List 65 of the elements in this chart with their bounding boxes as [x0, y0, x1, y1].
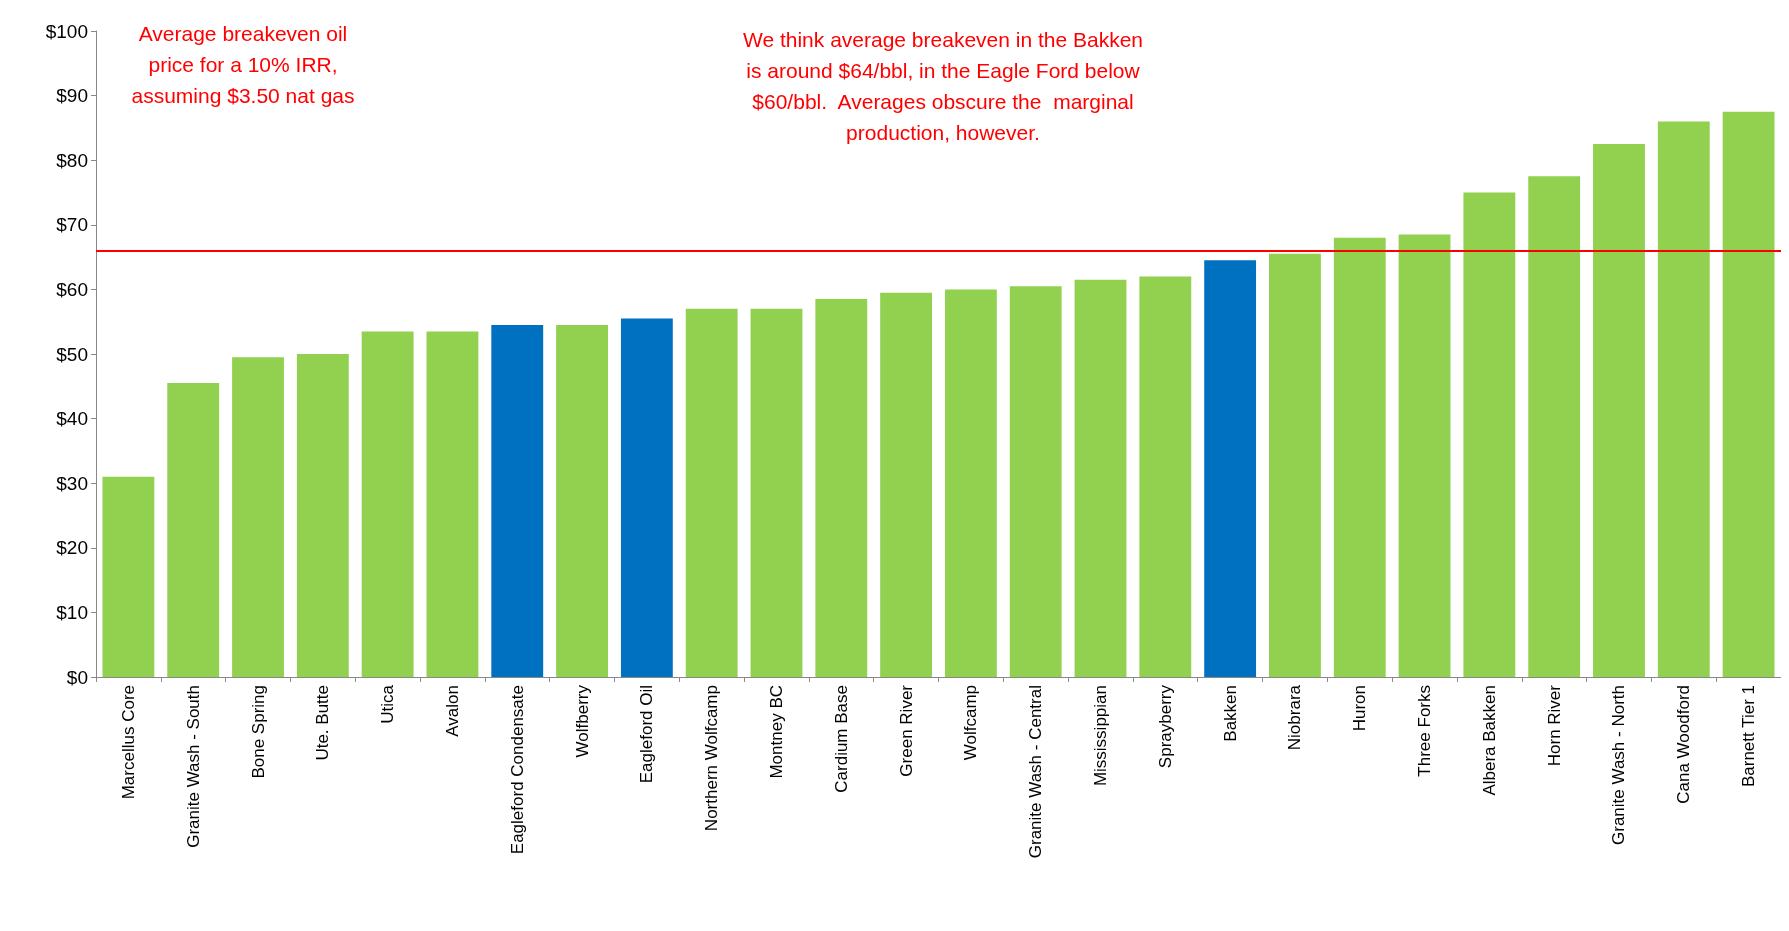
bar	[167, 383, 220, 677]
x-tick-label: Sprayberry	[1155, 684, 1175, 769]
bar	[620, 318, 673, 677]
bar	[1333, 237, 1386, 677]
x-tick-label: Wolfberry	[572, 684, 592, 758]
bar	[1398, 234, 1451, 677]
bar	[944, 289, 997, 677]
annotation: We think average breakeven in the Bakken is around $64/bbl, in the Eagle Ford below $60/bbl. Averages obscure the marginal production, however.	[742, 28, 1144, 144]
bar	[102, 476, 155, 677]
bar	[880, 292, 933, 677]
bar	[1722, 111, 1775, 677]
x-tick-label: Eagleford Condensate	[507, 685, 527, 855]
x-tick-label: Northern Wolfcamp	[702, 685, 722, 832]
y-tick-label: $40	[56, 408, 88, 430]
y-tick-label: $30	[56, 472, 88, 494]
bar	[1528, 176, 1581, 677]
x-tick-label: Eagleford Oil	[637, 685, 657, 784]
y-tick-label: $80	[56, 149, 88, 171]
bar	[685, 308, 738, 677]
x-tick-label: Montney BC	[766, 685, 786, 779]
bar	[1463, 192, 1516, 677]
x-tick-label: Bone Spring	[248, 685, 268, 779]
y-tick-label: $0	[66, 666, 88, 688]
y-tick-label: $50	[56, 343, 88, 365]
x-tick-label: Avalon	[442, 685, 462, 737]
y-tick-label: $90	[56, 85, 88, 107]
annotation: Average breakeven oil price for a 10% IRR, assuming $3.50 nat gas	[131, 22, 355, 107]
bar	[361, 331, 414, 677]
x-tick-label: Green River	[896, 684, 916, 777]
x-tick-label: Ute. Butte	[313, 685, 333, 761]
x-tick-label: Mississippian	[1091, 685, 1111, 787]
bar	[1657, 121, 1710, 677]
x-tick-label: Horn River	[1544, 684, 1564, 767]
bar	[1269, 253, 1321, 677]
bar	[1009, 286, 1062, 677]
x-tick-label: Three Forks	[1415, 685, 1435, 777]
x-tick-label: Cana Woodford	[1674, 685, 1694, 804]
x-tick-label: Cardium Base	[831, 685, 851, 793]
bar	[1139, 276, 1192, 677]
bar	[750, 308, 803, 677]
bar	[491, 324, 544, 677]
bar	[232, 357, 284, 677]
x-tick-label: Albera Bakken	[1479, 685, 1499, 796]
x-tick-label: Marcellus Core	[118, 685, 138, 800]
bar	[1074, 279, 1127, 677]
x-tick-label: Barnett Tier 1	[1739, 685, 1759, 788]
y-tick-label: $70	[56, 214, 88, 236]
bar	[556, 324, 608, 677]
bar	[426, 331, 479, 677]
x-tick-label: Wolfcamp	[961, 685, 981, 761]
x-tick-label: Niobrara	[1285, 684, 1305, 751]
x-tick-label: Granite Wash - North	[1609, 685, 1629, 845]
x-tick-label: Huron	[1350, 685, 1370, 732]
bar	[296, 354, 349, 677]
x-tick-label: Granite Wash - Central	[1026, 685, 1046, 859]
bar	[1204, 260, 1257, 677]
y-tick-label: $10	[56, 601, 88, 623]
x-tick-label: Granite Wash - South	[183, 685, 203, 848]
x-tick-label: Utica	[378, 684, 398, 724]
y-tick-label: $20	[56, 537, 88, 559]
x-tick-label: Bakken	[1220, 685, 1240, 742]
bar	[1593, 144, 1645, 677]
bar	[815, 299, 868, 677]
y-tick-label: $100	[45, 20, 88, 42]
y-tick-label: $60	[56, 278, 88, 300]
